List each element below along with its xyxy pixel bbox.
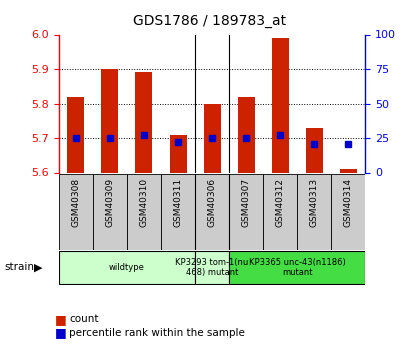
Text: ■: ■ [55, 326, 66, 339]
Text: count: count [69, 314, 99, 324]
Bar [238, 97, 255, 172]
Text: GSM40312: GSM40312 [276, 178, 285, 227]
Text: ■: ■ [55, 313, 66, 326]
Bar [195, 251, 229, 284]
Bar [93, 174, 127, 250]
Bar [161, 174, 195, 250]
Bar [297, 174, 331, 250]
Text: GSM40308: GSM40308 [71, 178, 80, 227]
Text: ▶: ▶ [34, 263, 43, 272]
Bar [127, 174, 161, 250]
Text: percentile rank within the sample: percentile rank within the sample [69, 328, 245, 338]
Bar [340, 169, 357, 172]
Text: KP3365 unc-43(n1186)
mutant: KP3365 unc-43(n1186) mutant [249, 258, 346, 277]
Bar [67, 97, 84, 172]
Text: wildtype: wildtype [109, 263, 145, 272]
Text: GSM40309: GSM40309 [105, 178, 114, 227]
Text: GSM40311: GSM40311 [173, 178, 183, 227]
Bar [331, 174, 365, 250]
Bar [101, 69, 118, 172]
Text: GSM40306: GSM40306 [207, 178, 217, 227]
Bar [135, 72, 152, 172]
Text: GSM40310: GSM40310 [139, 178, 148, 227]
Text: KP3293 tom-1(nu
468) mutant: KP3293 tom-1(nu 468) mutant [176, 258, 249, 277]
Bar [229, 251, 365, 284]
Text: GSM40307: GSM40307 [241, 178, 251, 227]
Bar [272, 38, 289, 172]
Text: GSM40313: GSM40313 [310, 178, 319, 227]
Bar [170, 135, 186, 172]
Bar [204, 104, 220, 172]
Bar [59, 174, 93, 250]
Bar [59, 251, 195, 284]
Bar [263, 174, 297, 250]
Text: strain: strain [4, 263, 34, 272]
Text: GSM40314: GSM40314 [344, 178, 353, 227]
Bar [195, 174, 229, 250]
Bar [229, 174, 263, 250]
Bar [306, 128, 323, 172]
Text: GDS1786 / 189783_at: GDS1786 / 189783_at [134, 14, 286, 28]
